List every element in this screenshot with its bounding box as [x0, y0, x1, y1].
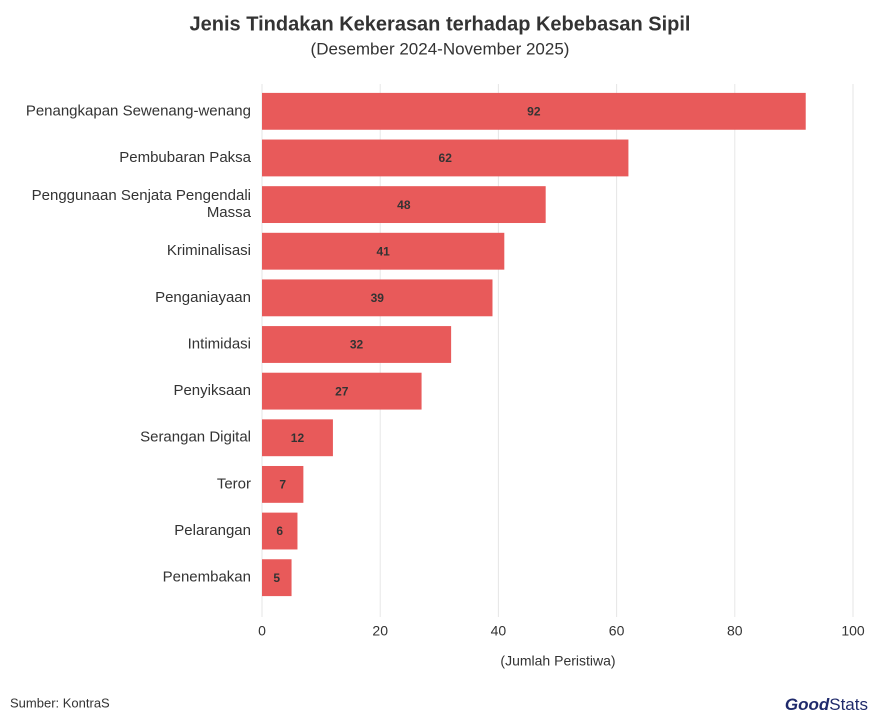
y-tick-label: Teror	[217, 475, 251, 492]
y-tick-label: Kriminalisasi	[167, 242, 251, 259]
y-tick-label: Penyiksaan	[173, 382, 251, 399]
value-label: 41	[376, 244, 390, 258]
value-label: 6	[276, 524, 283, 538]
source: Sumber: KontraS	[10, 695, 110, 710]
bar	[262, 559, 292, 597]
y-tick-label: Pelarangan	[174, 522, 251, 539]
x-tick-label: 60	[609, 623, 625, 639]
value-label: 62	[439, 151, 453, 165]
y-tick-label: Intimidasi	[188, 335, 251, 352]
bar	[262, 232, 505, 270]
value-label: 48	[397, 198, 411, 212]
y-tick-label: Penembakan	[163, 569, 251, 586]
y-tick-label: Serangan Digital	[140, 429, 251, 446]
value-label: 32	[350, 338, 364, 352]
value-label: 92	[527, 104, 541, 118]
bar	[262, 419, 333, 457]
y-tick-label: Pembubaran Paksa	[119, 149, 251, 166]
y-tick-label: Penggunaan Senjata Pengendali Massa	[32, 187, 252, 221]
y-tick-label: Penangkapan Sewenang-wenang	[26, 102, 251, 119]
value-label: 39	[371, 291, 385, 305]
bar	[262, 326, 452, 363]
x-axis-label: (Jumlah Peristiwa)	[500, 653, 615, 669]
x-tick-label: 80	[727, 623, 743, 639]
chart-subtitle: (Desember 2024-November 2025)	[311, 39, 570, 58]
bar	[262, 279, 493, 317]
bar	[262, 139, 629, 177]
bar	[262, 372, 422, 410]
x-tick-label: 0	[258, 623, 266, 639]
value-label: 5	[273, 571, 280, 585]
bar	[262, 512, 298, 550]
bar	[262, 92, 806, 130]
chart-title: Jenis Tindakan Kekerasan terhadap Kebeba…	[190, 13, 691, 35]
bar	[262, 465, 304, 503]
x-tick-label: 20	[372, 623, 388, 639]
x-tick-label: 40	[491, 623, 507, 639]
value-label: 12	[291, 431, 305, 445]
logo-part: Good	[785, 695, 830, 714]
logo: GoodStats	[785, 695, 868, 714]
logo-part: Stats	[829, 695, 868, 714]
x-tick-label: 100	[841, 623, 865, 639]
value-label: 7	[279, 478, 286, 492]
bar	[262, 186, 546, 224]
value-label: 27	[335, 384, 349, 398]
y-tick-label: Penganiayaan	[155, 289, 251, 306]
